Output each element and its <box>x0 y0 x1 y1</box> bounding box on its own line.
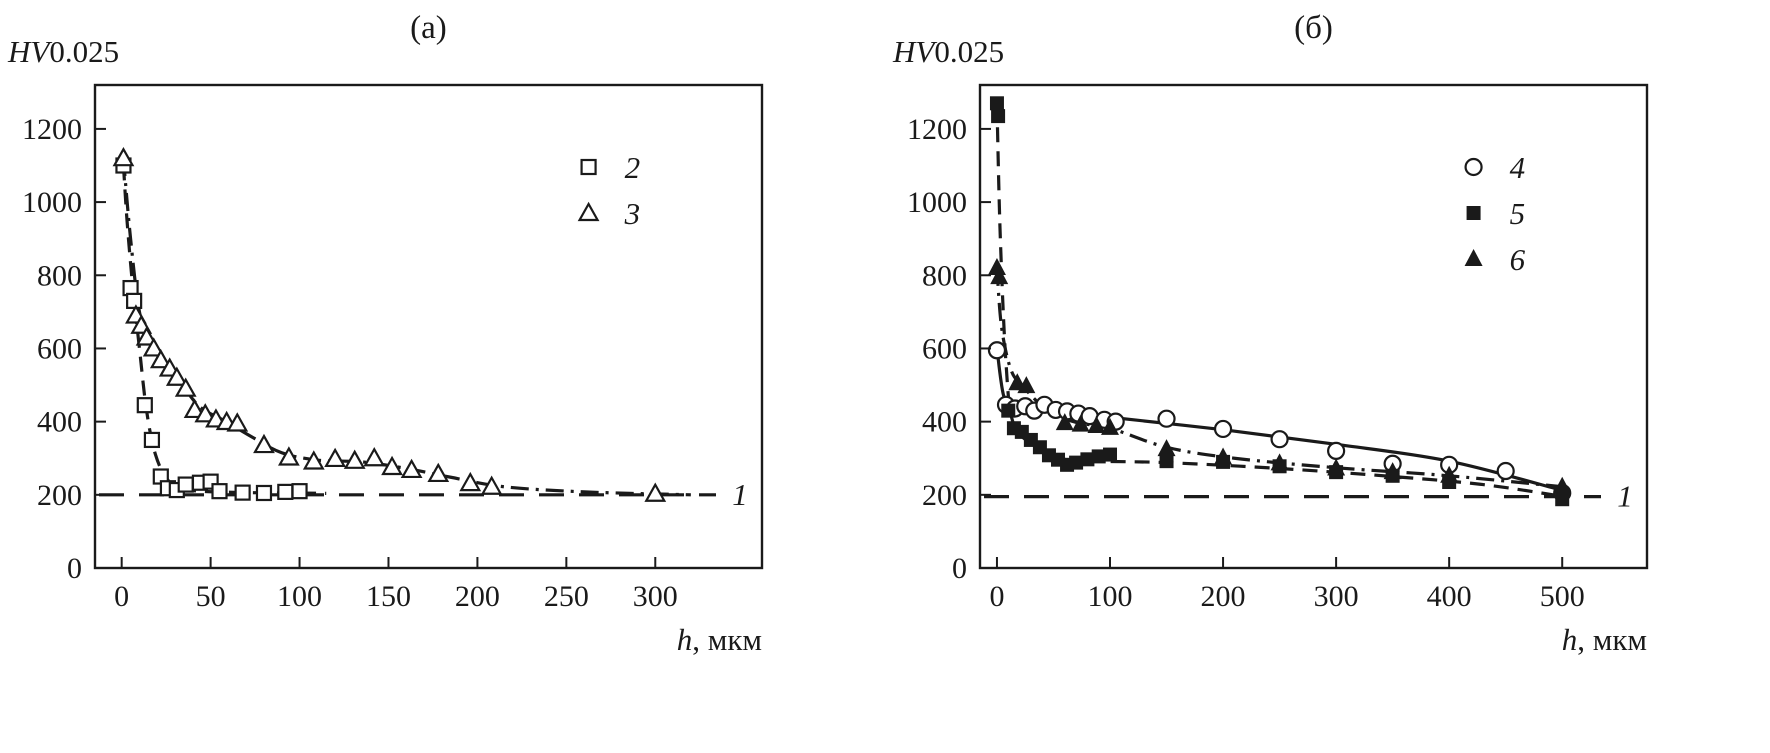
y-tick-label: 400 <box>37 406 82 439</box>
y-tick-label: 1200 <box>22 113 82 146</box>
baseline-series: 1 <box>984 479 1633 514</box>
x-axis-title: h, мкм <box>677 622 762 657</box>
series-3-markers <box>112 146 667 502</box>
legend-label: 6 <box>1510 242 1526 277</box>
y-axis-title: HV0.025 <box>892 34 1004 69</box>
plot-frame <box>93 83 764 570</box>
x-tick-label: 50 <box>196 580 226 613</box>
y-tick-label: 800 <box>37 259 82 292</box>
baseline-label: 1 <box>1617 479 1633 514</box>
legend: 23 <box>577 150 641 231</box>
y-tick-label: 600 <box>37 332 82 365</box>
x-tick-label: 0 <box>989 580 1004 613</box>
panel-title: (б) <box>1294 10 1333 46</box>
x-tick-label: 300 <box>1314 580 1359 613</box>
x-tick-label: 100 <box>277 580 322 613</box>
chart-a: 1 0 50 100 150 200 250 300 0 200 400 600 800 1000 1200… <box>7 10 764 657</box>
y-axis: 0 200 400 600 800 1000 1200 <box>22 113 106 585</box>
x-tick-label: 200 <box>1201 580 1246 613</box>
y-tick-label: 1000 <box>22 186 82 219</box>
plot-frame <box>978 83 1649 570</box>
x-axis: 0 100 200 300 400 500 <box>989 557 1585 613</box>
y-tick-label: 200 <box>922 479 967 512</box>
panel-a: 1 0 50 100 150 200 250 300 0 200 400 600 800 1000 1200… <box>7 10 764 657</box>
series-3-line <box>121 158 691 497</box>
x-axis-title: h, мкм <box>1562 622 1647 657</box>
y-tick-label: 0 <box>67 552 82 585</box>
x-tick-label: 400 <box>1427 580 1472 613</box>
y-axis-title: HV0.025 <box>7 34 119 69</box>
chart-b: 1 0 100 200 300 400 500 0 200 400 600 800 1000 1200 4 5… <box>892 10 1649 657</box>
x-tick-label: 150 <box>366 580 411 613</box>
series-4-markers <box>987 341 1572 503</box>
x-tick-label: 500 <box>1540 580 1585 613</box>
legend-label: 4 <box>1510 150 1526 185</box>
x-tick-label: 100 <box>1088 580 1133 613</box>
y-tick-label: 200 <box>37 479 82 512</box>
x-axis: 0 50 100 150 200 250 300 <box>114 557 678 613</box>
y-tick-label: 1000 <box>907 186 967 219</box>
y-tick-label: 0 <box>952 552 967 585</box>
y-tick-label: 400 <box>922 406 967 439</box>
x-tick-label: 250 <box>544 580 589 613</box>
legend-label: 3 <box>624 196 641 231</box>
panel-title: (а) <box>410 10 447 46</box>
legend: 4 5 6 <box>1464 150 1526 277</box>
panel-b: 1 0 100 200 300 400 500 0 200 400 600 800 1000 1200 4 5… <box>885 0 1770 753</box>
x-tick-label: 0 <box>114 580 129 613</box>
legend-label: 2 <box>625 150 641 185</box>
baseline-label: 1 <box>732 477 748 512</box>
legend-label: 5 <box>1510 196 1526 231</box>
baseline-series: 1 <box>99 477 748 512</box>
y-axis: 0 200 400 600 800 1000 1200 <box>907 113 991 585</box>
series-lines <box>121 158 691 497</box>
x-tick-label: 300 <box>633 580 678 613</box>
series-6-markers <box>987 257 1572 494</box>
y-tick-label: 800 <box>922 259 967 292</box>
y-tick-label: 1200 <box>907 113 967 146</box>
y-tick-label: 600 <box>922 332 967 365</box>
x-tick-label: 200 <box>455 580 500 613</box>
